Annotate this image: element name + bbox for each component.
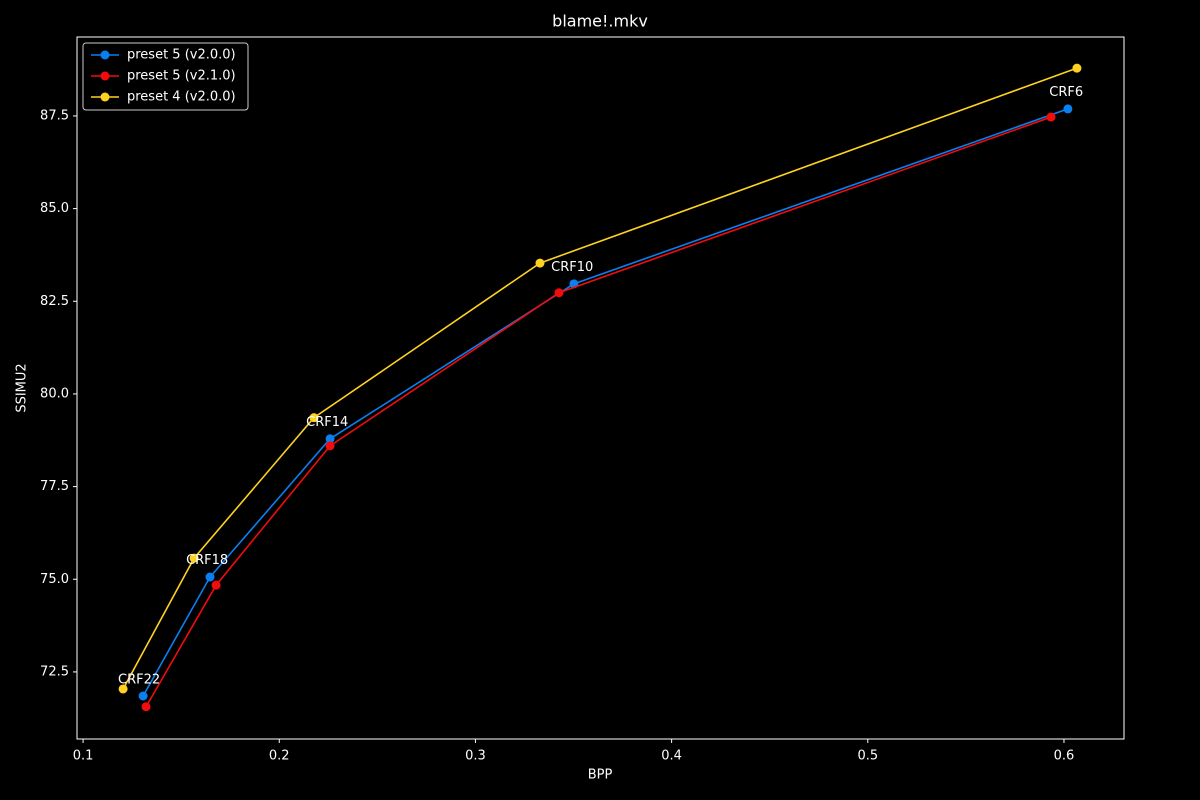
annotation: CRF22 xyxy=(118,673,160,688)
x-axis-label: BPP xyxy=(588,768,613,783)
data-point xyxy=(554,288,564,298)
y-tick-label: 72.5 xyxy=(40,664,69,679)
data-point xyxy=(1072,63,1082,73)
data-point xyxy=(309,413,319,423)
data-point xyxy=(138,691,148,701)
data-point xyxy=(141,702,151,712)
data-point xyxy=(205,572,215,582)
data-point xyxy=(325,441,335,451)
annotation: CRF6 xyxy=(1049,85,1083,100)
annotation: CRF10 xyxy=(551,260,593,275)
data-point xyxy=(1063,104,1073,114)
data-point xyxy=(1046,112,1056,122)
x-tick-label: 0.2 xyxy=(269,749,290,764)
y-tick-label: 87.5 xyxy=(40,108,69,123)
x-tick-label: 0.3 xyxy=(465,749,486,764)
legend-marker xyxy=(100,50,110,60)
data-point xyxy=(189,553,199,563)
data-point xyxy=(325,434,335,444)
plot-frame xyxy=(76,36,1125,740)
legend-marker xyxy=(100,92,110,102)
data-point xyxy=(211,580,221,590)
x-tick-label: 0.1 xyxy=(73,749,94,764)
x-tick-label: 0.4 xyxy=(661,749,682,764)
y-tick-label: 80.0 xyxy=(40,386,69,401)
legend-label: preset 4 (v2.0.0) xyxy=(127,90,236,105)
x-tick-label: 0.5 xyxy=(857,749,878,764)
legend-marker xyxy=(100,71,110,81)
legend-box xyxy=(82,42,249,111)
legend-label: preset 5 (v2.1.0) xyxy=(127,69,236,84)
annotation: CRF14 xyxy=(306,415,348,430)
annotation: CRF18 xyxy=(186,553,228,568)
x-tick-label: 0.6 xyxy=(1054,749,1075,764)
legend-label: preset 5 (v2.0.0) xyxy=(127,48,236,63)
chart-title: blame!.mkv xyxy=(552,12,648,31)
y-tick-label: 75.0 xyxy=(40,572,69,587)
data-point xyxy=(118,684,128,694)
y-axis-label: SSIMU2 xyxy=(15,363,30,412)
data-point xyxy=(535,258,545,268)
y-tick-label: 82.5 xyxy=(40,294,69,309)
y-tick-label: 85.0 xyxy=(40,201,69,216)
y-tick-label: 77.5 xyxy=(40,479,69,494)
